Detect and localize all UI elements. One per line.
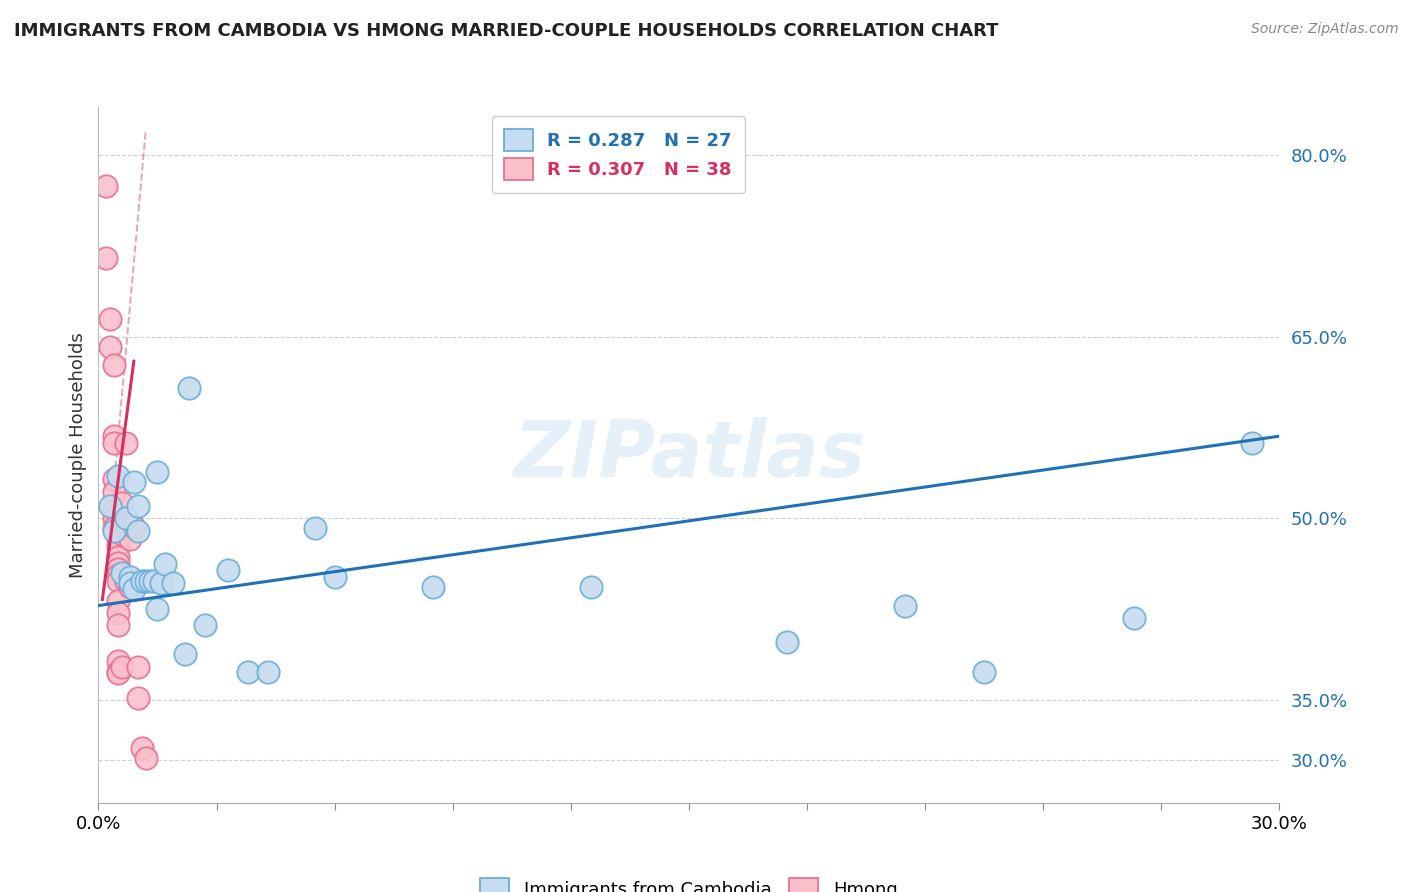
Point (96, 252, 118, 266)
Point (107, 666, 129, 681)
Point (127, 524, 149, 538)
Point (146, 602, 169, 616)
Point (1122, 610, 1144, 624)
Point (103, 436, 125, 450)
Point (107, 556, 129, 570)
Point (118, 532, 141, 546)
Point (422, 581, 444, 595)
Point (111, 566, 134, 580)
Point (135, 574, 157, 589)
Legend: Immigrants from Cambodia, Hmong: Immigrants from Cambodia, Hmong (472, 871, 905, 892)
Point (98, 340, 121, 354)
Text: ZIPatlas: ZIPatlas (513, 417, 865, 493)
Point (122, 520, 145, 534)
Point (115, 511, 138, 525)
Point (107, 618, 129, 632)
Point (776, 635, 799, 649)
Point (118, 581, 141, 595)
Point (98, 311, 121, 326)
Point (111, 527, 134, 541)
Point (111, 496, 134, 510)
Point (256, 665, 278, 679)
Point (150, 575, 173, 590)
Point (103, 358, 125, 372)
Point (103, 471, 125, 485)
Point (122, 582, 145, 596)
Point (115, 574, 138, 589)
Point (579, 581, 602, 595)
Point (127, 660, 149, 674)
Point (894, 599, 917, 613)
Point (131, 741, 153, 756)
Point (236, 665, 259, 679)
Point (135, 751, 157, 765)
Point (162, 575, 184, 590)
Point (103, 521, 125, 535)
Point (115, 436, 138, 450)
Point (107, 550, 129, 565)
Point (131, 574, 153, 589)
Point (107, 539, 129, 553)
Point (155, 558, 177, 572)
Point (107, 568, 129, 582)
Text: Source: ZipAtlas.com: Source: ZipAtlas.com (1251, 22, 1399, 37)
Point (103, 484, 125, 499)
Point (323, 569, 346, 583)
Point (118, 575, 141, 590)
Point (973, 665, 995, 679)
Point (127, 500, 149, 514)
Point (96, 178, 118, 193)
Point (127, 690, 149, 705)
Point (107, 665, 129, 679)
Point (107, 606, 129, 620)
Point (111, 660, 134, 674)
Point (118, 569, 141, 583)
Point (194, 618, 217, 632)
Point (115, 520, 138, 534)
Y-axis label: Married-couple Households: Married-couple Households (69, 332, 87, 578)
Point (98, 500, 121, 514)
Point (107, 469, 129, 483)
Point (107, 654, 129, 668)
Point (103, 511, 125, 525)
Point (304, 521, 326, 535)
Point (103, 524, 125, 538)
Point (142, 574, 165, 589)
Point (122, 475, 145, 490)
Text: IMMIGRANTS FROM CAMBODIA VS HMONG MARRIED-COUPLE HOUSEHOLDS CORRELATION CHART: IMMIGRANTS FROM CAMBODIA VS HMONG MARRIE… (14, 22, 998, 40)
Point (103, 429, 125, 443)
Point (217, 564, 239, 578)
Point (107, 574, 129, 589)
Point (138, 574, 160, 589)
Point (107, 593, 129, 607)
Point (146, 466, 169, 480)
Point (177, 381, 200, 395)
Point (103, 503, 125, 517)
Point (174, 647, 197, 661)
Point (107, 562, 129, 576)
Point (1240, 436, 1263, 450)
Point (107, 533, 129, 548)
